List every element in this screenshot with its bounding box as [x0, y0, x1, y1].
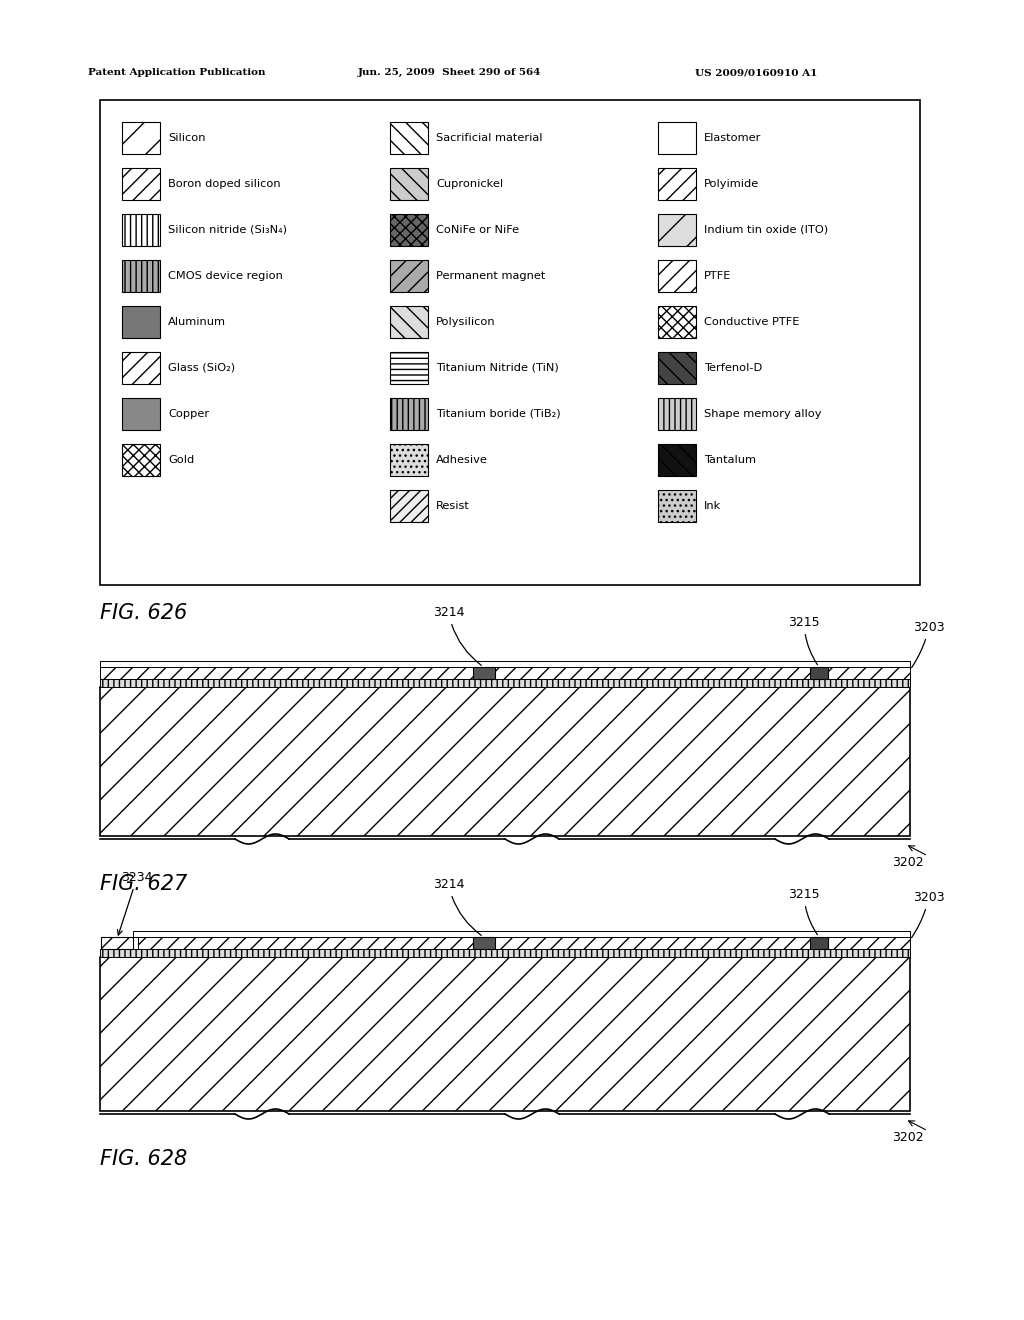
- Bar: [658, 214, 696, 246]
- Bar: [390, 121, 428, 154]
- Text: Terfenol-D: Terfenol-D: [705, 363, 762, 374]
- Bar: [100, 667, 910, 678]
- Text: 3202: 3202: [892, 855, 924, 869]
- Text: Silicon: Silicon: [168, 133, 206, 143]
- Text: Gold: Gold: [168, 455, 195, 465]
- Bar: [100, 957, 910, 1111]
- Text: 3215: 3215: [788, 616, 820, 665]
- Bar: [122, 444, 160, 477]
- Bar: [100, 100, 920, 585]
- Bar: [390, 260, 428, 292]
- Text: 3202: 3202: [892, 1131, 924, 1144]
- Text: Resist: Resist: [436, 502, 470, 511]
- Text: CMOS device region: CMOS device region: [168, 271, 283, 281]
- Text: Patent Application Publication: Patent Application Publication: [88, 69, 265, 77]
- Text: Elastomer: Elastomer: [705, 133, 762, 143]
- Text: Adhesive: Adhesive: [436, 455, 487, 465]
- Text: 3215: 3215: [788, 888, 820, 935]
- Text: Polyimide: Polyimide: [705, 180, 759, 189]
- Text: CoNiFe or NiFe: CoNiFe or NiFe: [436, 224, 519, 235]
- Text: Conductive PTFE: Conductive PTFE: [705, 317, 800, 327]
- Text: Permanent magnet: Permanent magnet: [436, 271, 546, 281]
- Bar: [390, 352, 428, 384]
- Bar: [138, 937, 910, 949]
- Bar: [122, 214, 160, 246]
- Text: Shape memory alloy: Shape memory alloy: [705, 409, 821, 418]
- Text: Titanium boride (TiB₂): Titanium boride (TiB₂): [436, 409, 560, 418]
- Bar: [658, 306, 696, 338]
- Bar: [133, 931, 910, 937]
- Text: 3234: 3234: [118, 871, 153, 935]
- Text: 3203: 3203: [911, 620, 944, 668]
- Text: 3214: 3214: [433, 606, 481, 665]
- Text: PTFE: PTFE: [705, 271, 731, 281]
- Text: Jun. 25, 2009  Sheet 290 of 564: Jun. 25, 2009 Sheet 290 of 564: [358, 69, 542, 77]
- Text: 3214: 3214: [433, 878, 481, 936]
- Bar: [100, 686, 910, 836]
- Text: Silicon nitride (Si₃N₄): Silicon nitride (Si₃N₄): [168, 224, 287, 235]
- Bar: [390, 168, 428, 201]
- Bar: [122, 399, 160, 430]
- Bar: [658, 352, 696, 384]
- Bar: [122, 260, 160, 292]
- Bar: [100, 949, 910, 957]
- Text: FIG. 627: FIG. 627: [100, 874, 187, 894]
- Text: US 2009/0160910 A1: US 2009/0160910 A1: [695, 69, 817, 77]
- Text: Aluminum: Aluminum: [168, 317, 226, 327]
- Text: Titanium Nitride (TiN): Titanium Nitride (TiN): [436, 363, 559, 374]
- Text: Glass (SiO₂): Glass (SiO₂): [168, 363, 236, 374]
- Bar: [390, 306, 428, 338]
- Bar: [390, 444, 428, 477]
- Bar: [122, 168, 160, 201]
- Bar: [810, 937, 828, 949]
- Bar: [122, 352, 160, 384]
- Text: Boron doped silicon: Boron doped silicon: [168, 180, 281, 189]
- Text: Polysilicon: Polysilicon: [436, 317, 496, 327]
- Bar: [122, 121, 160, 154]
- Text: Copper: Copper: [168, 409, 209, 418]
- Bar: [658, 168, 696, 201]
- Bar: [390, 399, 428, 430]
- Bar: [658, 490, 696, 521]
- Bar: [658, 121, 696, 154]
- Bar: [473, 937, 495, 949]
- Text: Indium tin oxide (ITO): Indium tin oxide (ITO): [705, 224, 828, 235]
- Text: Tantalum: Tantalum: [705, 455, 756, 465]
- Text: 3203: 3203: [911, 891, 944, 937]
- Bar: [100, 678, 910, 686]
- Bar: [101, 937, 133, 949]
- Bar: [100, 661, 910, 667]
- Text: Ink: Ink: [705, 502, 721, 511]
- Bar: [390, 490, 428, 521]
- Text: FIG. 626: FIG. 626: [100, 603, 187, 623]
- Bar: [810, 667, 828, 678]
- Text: Cupronickel: Cupronickel: [436, 180, 503, 189]
- Bar: [122, 306, 160, 338]
- Text: FIG. 628: FIG. 628: [100, 1148, 187, 1170]
- Bar: [658, 444, 696, 477]
- Bar: [658, 399, 696, 430]
- Text: Sacrificial material: Sacrificial material: [436, 133, 543, 143]
- Bar: [473, 667, 495, 678]
- Bar: [390, 214, 428, 246]
- Bar: [658, 260, 696, 292]
